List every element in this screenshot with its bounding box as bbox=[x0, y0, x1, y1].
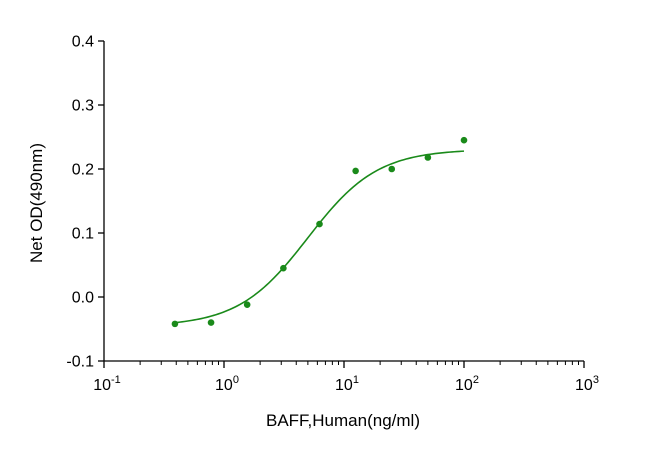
data-point bbox=[388, 165, 396, 173]
tick-labels: -0.1 0.0 0.1 0.2 0.3 0.4 10-1 100 101 102 103 bbox=[66, 34, 599, 395]
x-axis-title: BAFF,Human(ng/ml) bbox=[266, 411, 420, 430]
ticks bbox=[98, 40, 585, 368]
data-point bbox=[424, 154, 432, 161]
data-point bbox=[243, 301, 251, 308]
y-tick-label: 0.1 bbox=[72, 226, 94, 243]
y-tick-label: 0.4 bbox=[72, 34, 94, 51]
y-tick-label: -0.1 bbox=[66, 354, 94, 371]
x-tick-label: 102 bbox=[455, 374, 479, 394]
y-tick-label: 0.2 bbox=[72, 162, 94, 179]
x-tick-label: 103 bbox=[575, 374, 599, 394]
data-point bbox=[280, 264, 287, 272]
y-axis-title: Net OD(490nm) bbox=[27, 143, 46, 263]
data-point bbox=[352, 167, 359, 175]
data-point bbox=[171, 320, 179, 328]
data-points bbox=[171, 136, 468, 328]
y-tick-label: 0.3 bbox=[72, 98, 94, 115]
data-point bbox=[460, 136, 468, 144]
x-tick-label: 101 bbox=[335, 374, 359, 394]
x-tick-label: 10-1 bbox=[93, 374, 121, 394]
axes bbox=[103, 41, 584, 362]
fit-curve bbox=[174, 150, 465, 324]
data-point bbox=[207, 319, 215, 326]
y-tick-label: 0.0 bbox=[72, 290, 94, 307]
x-tick-label: 100 bbox=[215, 374, 239, 394]
data-point bbox=[316, 220, 323, 228]
